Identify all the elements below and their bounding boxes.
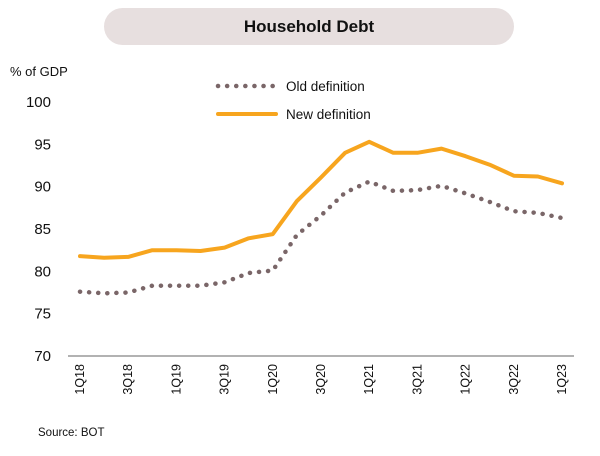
source-note: Source: BOT bbox=[38, 427, 105, 439]
chart-title: Household Debt bbox=[104, 8, 514, 45]
x-tick-label: 3Q20 bbox=[314, 364, 328, 395]
x-tick-label: 3Q19 bbox=[218, 364, 232, 395]
y-axis-unit-label: % of GDP bbox=[10, 64, 68, 79]
y-axis-ticks: 70 75 80 85 90 95 100 bbox=[26, 94, 51, 365]
series-line-new-definition bbox=[78, 139, 564, 260]
x-tick-label: 1Q21 bbox=[362, 364, 376, 395]
x-tick-label: 1Q19 bbox=[169, 364, 183, 395]
x-tick-label: 1Q23 bbox=[555, 364, 569, 395]
legend-label-old-definition: Old definition bbox=[286, 79, 365, 94]
x-tick-label: 3Q18 bbox=[121, 364, 135, 395]
y-tick-label: 90 bbox=[34, 179, 51, 196]
y-tick-label: 75 bbox=[34, 306, 51, 323]
y-tick-label: 85 bbox=[34, 221, 51, 238]
x-tick-label: 3Q21 bbox=[410, 364, 424, 395]
y-tick-label: 95 bbox=[34, 136, 51, 153]
series-line-old-definition bbox=[77, 179, 565, 296]
x-tick-label: 1Q20 bbox=[266, 364, 280, 395]
x-tick-label: 1Q18 bbox=[73, 364, 87, 395]
y-tick-label: 80 bbox=[34, 263, 51, 280]
legend-label-new-definition: New definition bbox=[286, 107, 371, 122]
y-tick-label: 100 bbox=[26, 94, 51, 111]
x-tick-label: 3Q22 bbox=[507, 364, 521, 395]
x-axis-ticks: 1Q18 3Q18 1Q19 3Q19 1Q20 3Q20 1Q21 3Q21 1Q22 3Q22… bbox=[73, 364, 569, 395]
series-layer bbox=[77, 139, 565, 296]
legend: Old definition New definition bbox=[215, 79, 371, 122]
y-tick-label: 70 bbox=[34, 348, 51, 365]
x-tick-label: 1Q22 bbox=[459, 364, 473, 395]
